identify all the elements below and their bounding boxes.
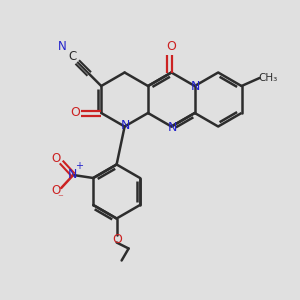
Text: N: N: [191, 80, 200, 94]
Text: O: O: [167, 40, 176, 53]
Text: O: O: [113, 233, 123, 246]
Text: C: C: [68, 50, 76, 64]
Text: O: O: [52, 152, 61, 166]
Text: N: N: [168, 121, 177, 134]
Text: N: N: [58, 40, 67, 53]
Text: N: N: [121, 119, 130, 132]
Text: O: O: [52, 184, 61, 197]
Text: CH₃: CH₃: [258, 73, 277, 83]
Text: O: O: [70, 106, 80, 119]
Text: N: N: [68, 167, 77, 181]
Text: ⁻: ⁻: [57, 193, 63, 203]
Text: +: +: [75, 161, 83, 171]
